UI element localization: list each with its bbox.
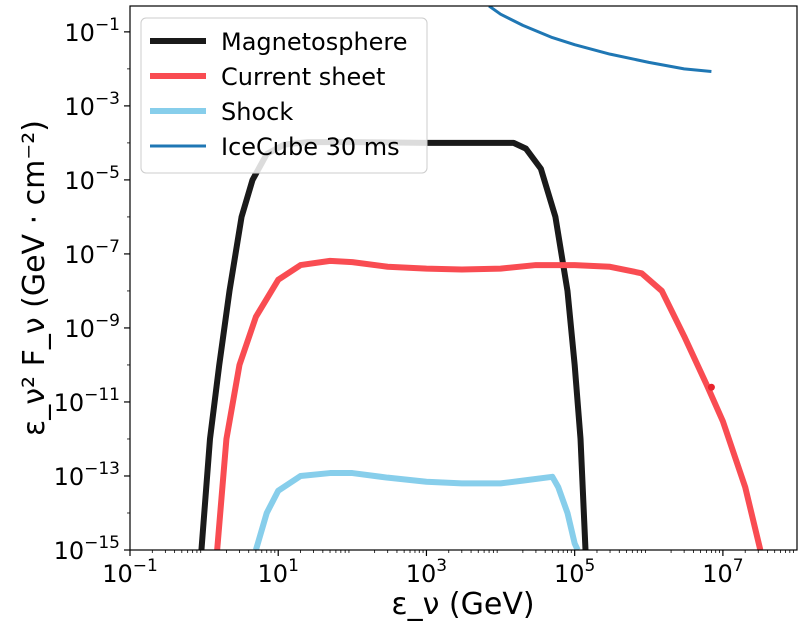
y-tick-label: 10−3: [64, 89, 120, 121]
legend-label: Magnetosphere: [221, 28, 408, 56]
legend-box: [140, 17, 428, 174]
legend-label: Shock: [221, 98, 293, 126]
plot-frame: [129, 5, 798, 551]
series-line-current-sheet: [214, 257, 764, 550]
series-line-shock: [253, 470, 581, 550]
series-marker-0: [707, 383, 715, 391]
series-line-icecube-30-ms: [488, 6, 712, 73]
y-axis-label: ε_ν² F_ν (GeV · cm⁻²): [17, 120, 52, 436]
x-axis-label: ε_ν (GeV): [391, 587, 534, 622]
legend-label: IceCube 30 ms: [221, 133, 400, 161]
legend: Magnetosphere Current sheet Shock IceCube 3…: [140, 17, 428, 174]
legend-label: Current sheet: [221, 63, 385, 91]
